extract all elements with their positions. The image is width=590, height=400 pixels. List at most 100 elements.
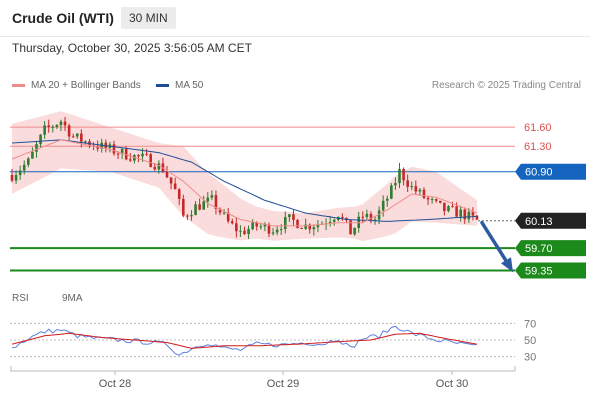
level-label-61.60: 61.60 (524, 122, 552, 134)
candle (447, 206, 450, 212)
candle (35, 144, 38, 152)
candle (467, 211, 471, 220)
level-label-59.70: 59.70 (525, 243, 553, 255)
legend-ma20: MA 20 + Bollinger Bands (12, 80, 141, 91)
candle (390, 185, 393, 199)
candle (267, 224, 271, 234)
candle (288, 214, 291, 218)
candle (349, 220, 352, 235)
candle (406, 180, 409, 187)
last-price-tag (515, 212, 586, 229)
candle (157, 163, 161, 170)
level-label-60.90: 60.90 (525, 167, 553, 179)
rsi-level-label-50: 50 (524, 335, 536, 347)
candle (43, 125, 46, 135)
candle (385, 198, 389, 201)
rsi-line (11, 325, 478, 356)
candle (463, 209, 467, 220)
candle (173, 183, 177, 190)
candle (169, 177, 173, 184)
rsi-ma-line (11, 332, 478, 349)
candle (71, 136, 75, 138)
candle (39, 134, 42, 145)
legend-rsi: RSI (12, 293, 29, 304)
candle (332, 219, 336, 222)
ma50-swatch (156, 84, 169, 87)
candle (292, 214, 295, 220)
candle (422, 189, 426, 198)
candle (124, 148, 128, 160)
candle (14, 175, 18, 181)
bollinger-band (12, 111, 477, 242)
ma50-label: MA 50 (175, 80, 204, 91)
candle (308, 224, 312, 230)
level-tag-60.90 (515, 163, 586, 180)
candle (451, 206, 454, 208)
candle (361, 216, 365, 218)
candle (414, 186, 418, 192)
candle (67, 125, 71, 137)
candle (434, 199, 438, 201)
candle (218, 208, 222, 213)
candle (381, 200, 385, 211)
candle (177, 189, 181, 199)
candle (84, 141, 87, 143)
candle (27, 158, 30, 165)
candle (398, 168, 401, 184)
candle (243, 230, 246, 235)
candle (418, 189, 422, 192)
rsi-ma-label: 9MA (62, 293, 83, 304)
candle (222, 212, 226, 214)
level-tag-59.70 (515, 240, 586, 257)
candle (300, 227, 303, 229)
candle (283, 217, 287, 230)
candle (182, 198, 185, 216)
candle (304, 224, 307, 229)
candle (75, 133, 79, 137)
header-divider (0, 36, 590, 37)
projection-arrow (480, 220, 509, 265)
ma20-label: MA 20 + Bollinger Bands (31, 80, 141, 91)
projection-arrowhead (501, 257, 513, 273)
ma20-swatch (12, 84, 25, 87)
candle (230, 221, 234, 224)
candle (430, 199, 434, 201)
instrument-title: Crude Oil (WTI) (12, 10, 114, 26)
candle (206, 197, 210, 202)
candle (137, 155, 140, 157)
candle (59, 121, 63, 126)
candle (112, 144, 116, 154)
candle (214, 195, 218, 209)
candle (63, 121, 67, 126)
candle (271, 232, 275, 234)
candle (394, 183, 397, 186)
level-label-61.30: 61.30 (524, 141, 552, 153)
candle (120, 148, 124, 154)
candle (263, 224, 267, 227)
candle (275, 229, 279, 233)
candle (239, 230, 242, 232)
candle (235, 223, 238, 232)
candle (141, 153, 144, 157)
candle (443, 202, 446, 212)
candle (18, 170, 22, 176)
candle (255, 222, 259, 227)
x-tick-label-oct-30: Oct 30 (436, 378, 468, 390)
candle (80, 133, 83, 142)
candle (202, 201, 206, 210)
timeframe-button[interactable]: 30 MIN (121, 7, 176, 29)
candle (149, 154, 152, 167)
last-price-label: 60.13 (525, 216, 553, 228)
level-tag-59.35 (515, 262, 586, 279)
candle (373, 219, 377, 221)
rsi-label: RSI (12, 293, 29, 304)
candle (22, 164, 26, 171)
x-tick-label-oct-29: Oct 29 (267, 378, 299, 390)
candle (190, 215, 193, 217)
research-credit: Research © 2025 Trading Central (431, 80, 581, 91)
candle (365, 213, 369, 218)
candle (128, 159, 132, 161)
candle (55, 125, 59, 127)
ma20-line (11, 139, 478, 227)
